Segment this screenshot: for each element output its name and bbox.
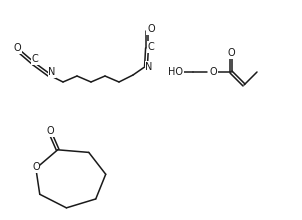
Text: O: O <box>47 126 54 136</box>
Text: C: C <box>32 54 38 64</box>
Text: HO: HO <box>168 67 183 77</box>
Text: O: O <box>147 24 155 34</box>
Text: O: O <box>13 43 21 53</box>
Text: O: O <box>210 67 218 77</box>
Text: C: C <box>148 42 154 52</box>
Text: O: O <box>32 162 40 172</box>
Text: O: O <box>227 48 235 58</box>
Text: N: N <box>48 67 56 77</box>
Text: N: N <box>145 62 153 72</box>
